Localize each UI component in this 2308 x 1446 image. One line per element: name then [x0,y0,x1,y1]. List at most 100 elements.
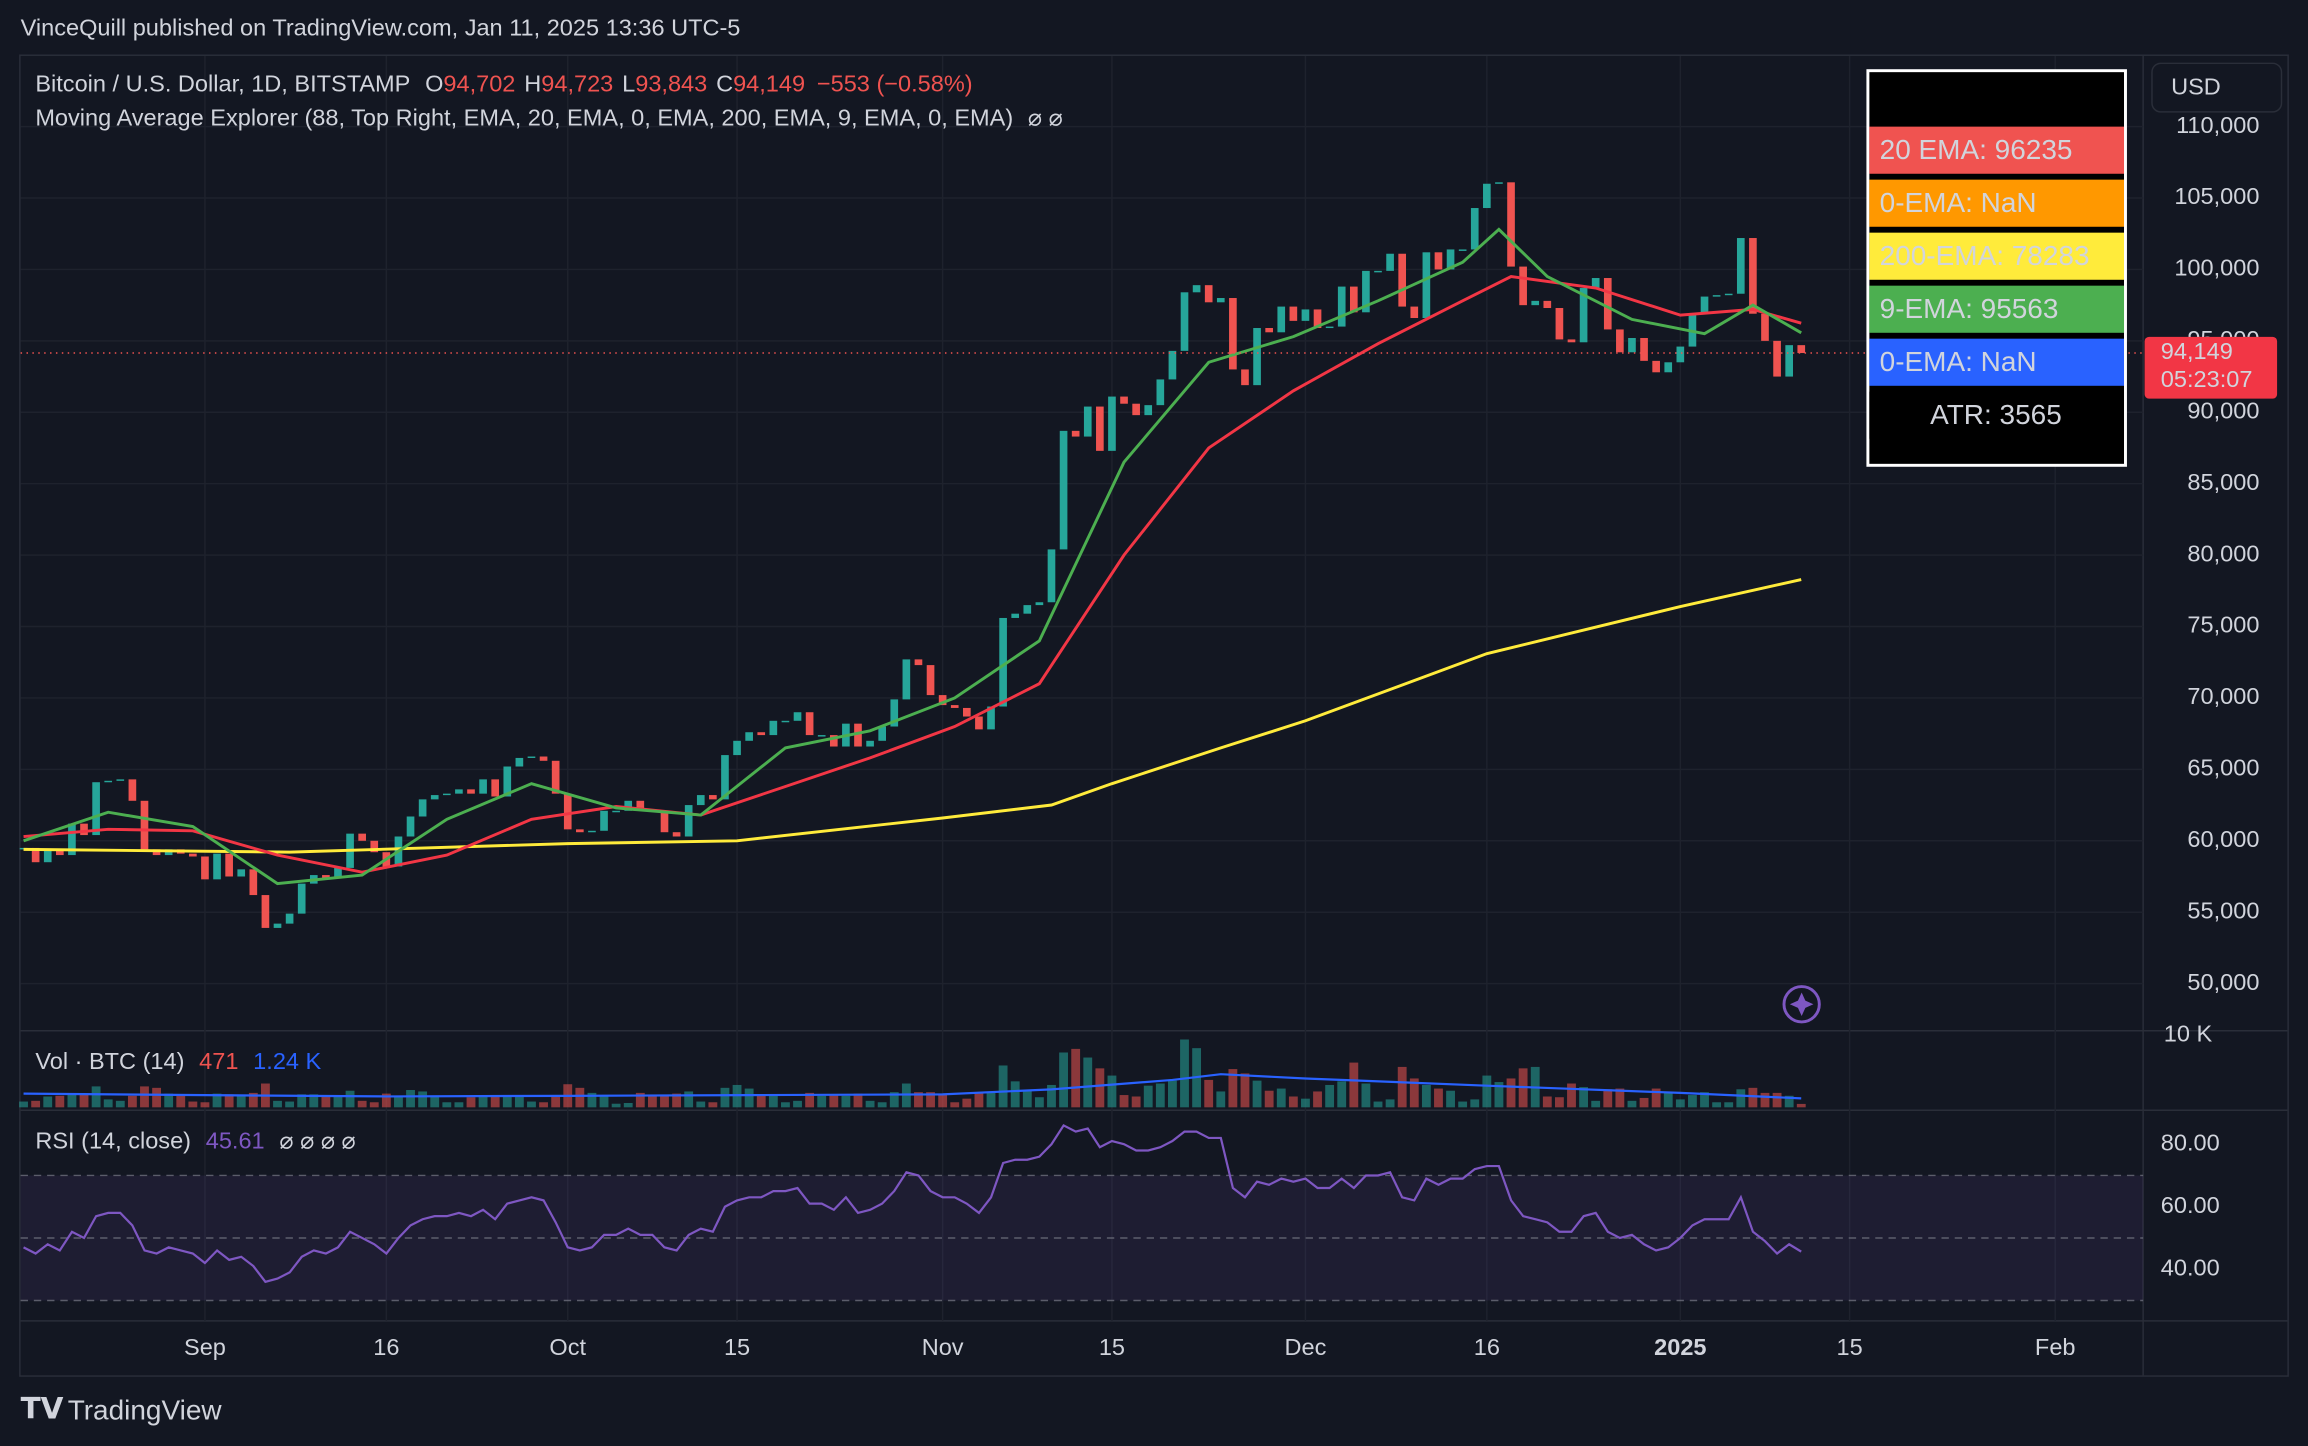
table-row [1869,285,2125,333]
legend-item: 45.61 [206,1128,265,1154]
candle-body [1301,309,1310,321]
candle-body [1180,292,1189,351]
volume-bar [357,1100,367,1108]
candle-body [1059,430,1068,550]
candle-body [1265,328,1273,333]
volume-ma-line [23,1073,1802,1100]
volume-bar [998,1065,1008,1108]
candle-body [1144,405,1153,416]
candle-body [1035,602,1044,606]
candle-body [1531,300,1540,306]
candle-body [1749,238,1757,314]
volume-bar [140,1086,149,1108]
x-tick-label: Feb [2035,1334,2076,1360]
currency-button-label[interactable]: USD [2171,74,2221,100]
candle-body [322,875,330,878]
x-tick-label: Nov [922,1334,964,1360]
candle-body [588,830,596,833]
candle-body [249,869,258,896]
volume-bar [224,1094,234,1108]
volume-bar [152,1087,161,1108]
candle-body [1458,249,1467,251]
x-tick-label: 15 [1099,1334,1125,1360]
y-tick-label: 105,000 [2174,183,2259,209]
table-row-label: 20 EMA: 96235 [1880,134,2073,165]
volume-bar [1047,1084,1056,1108]
y-tick-label: 55,000 [2187,897,2259,923]
candle-body [1470,208,1479,250]
volume-bar [1760,1092,1770,1108]
volume-bar [502,1095,512,1108]
volume-bar [1071,1048,1081,1108]
assistant-icon[interactable] [1782,985,1821,1024]
candle-body [430,795,439,800]
volume-bar [1663,1092,1673,1108]
candle-body [902,659,911,700]
volume-bar [1168,1080,1177,1108]
candle-body [285,913,294,924]
volume-bar [43,1096,53,1108]
volume-bar [817,1095,827,1108]
legend-item: O [425,71,443,97]
volume-bar [744,1088,754,1108]
legend-item: 94,723 [541,71,613,97]
currency-button[interactable] [2151,62,2283,113]
logo-mark: 𝗧𝗩 [21,1392,64,1425]
y-tick-label: 80,000 [2187,540,2259,566]
candle-body [1229,298,1237,370]
volume-bar [19,1101,28,1108]
table-row-label: 0-EMA: NaN [1880,187,2037,218]
volume-bar [466,1097,476,1108]
legend-item: 94,702 [443,71,515,97]
volume-bar [781,1102,790,1108]
volume-bar [575,1087,585,1108]
candle-body [1495,182,1503,184]
candle-body [721,755,729,800]
candle-body [1362,270,1370,313]
candle-body [1736,238,1745,294]
volume-bar [188,1101,198,1108]
candle-body [1422,252,1431,319]
volume-bar [103,1099,113,1108]
candle-body [539,756,548,761]
candle-body [1156,379,1165,406]
y-tick-label: 110,000 [2176,112,2259,138]
candle-body [612,810,620,813]
candle-body [467,789,475,794]
volume-bar [1784,1095,1794,1108]
last-price-label: 94,149 [2161,338,2233,364]
volume-bar [1567,1083,1576,1108]
volume-bar [273,1100,282,1108]
legend-item: C [716,71,733,97]
candle-body [600,810,608,831]
candle-body [1349,286,1358,313]
legend-item: Vol · BTC (14) [35,1048,184,1074]
volume-bar [1458,1101,1468,1108]
candle-body [1507,182,1515,267]
candle-body [975,716,983,730]
candle-body [805,712,814,736]
volume-bar [974,1092,984,1108]
candle-body [829,735,838,747]
volume-bar [442,1102,452,1108]
volume-bar [418,1091,428,1108]
candle-body [1241,369,1249,386]
candle-body [31,847,40,863]
candle-body [128,779,137,801]
legend-item: 93,843 [635,71,707,97]
candle-body [950,705,959,708]
candle-body [660,810,669,833]
volume-bar [1349,1062,1359,1108]
candle-body [491,779,500,797]
volume-bar [176,1095,186,1108]
volume-bar [696,1101,706,1108]
published-note: VinceQuill published on TradingView.com,… [21,15,741,41]
volume-bar [1083,1057,1093,1108]
table-row [1869,126,2125,174]
candle-body [1132,403,1140,416]
candle-body [189,853,197,857]
ema-line [23,578,1802,854]
table-row [1869,391,2125,439]
candle-body [1712,295,1721,297]
